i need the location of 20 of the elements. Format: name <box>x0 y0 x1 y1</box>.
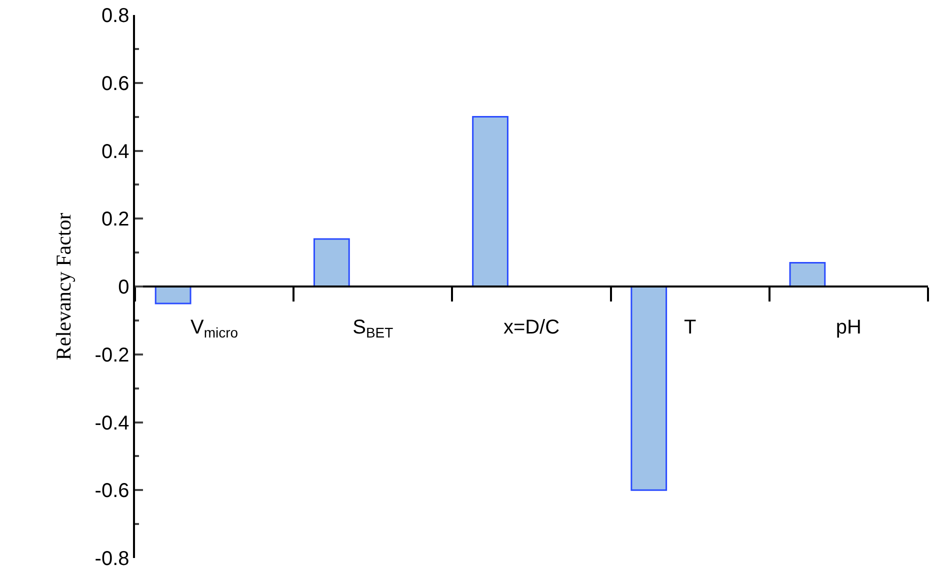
x-tick-label: pH <box>836 316 862 338</box>
y-tick-label: -0.6 <box>94 480 130 502</box>
y-tick-label: 0.2 <box>101 208 130 231</box>
y-tick-label: -0.8 <box>94 548 130 570</box>
bar <box>789 262 826 288</box>
y-tick-label: 0.4 <box>101 140 130 163</box>
bar <box>472 116 508 288</box>
y-tick-label: 0.6 <box>101 72 130 95</box>
y-tick-label: 0.8 <box>101 5 130 27</box>
x-tick-label: S$_{BET}$ <box>352 316 394 340</box>
bar <box>313 238 350 288</box>
y-tick-label: 0 <box>118 276 130 298</box>
x-tick-label: x=D/C <box>503 316 560 338</box>
bar <box>630 286 668 491</box>
bar <box>154 286 192 304</box>
x-tick-label: V$_{micro}$ <box>190 316 238 340</box>
x-tick-label: T <box>684 316 696 338</box>
y-tick-label: -0.4 <box>94 412 130 434</box>
y-axis-title: Relevancy Factor <box>51 212 76 360</box>
y-tick-label: -0.2 <box>94 344 130 366</box>
